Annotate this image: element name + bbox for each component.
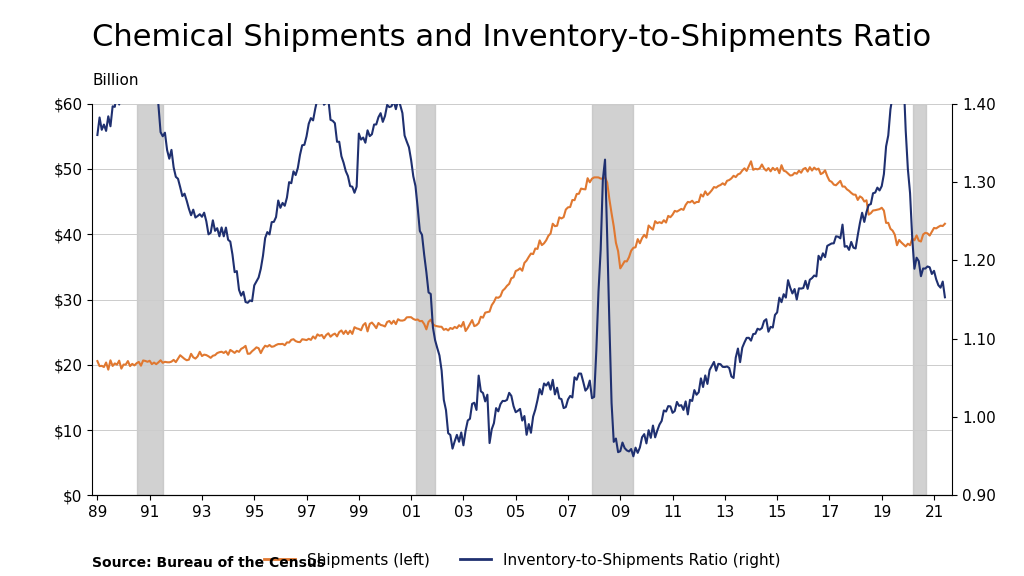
Bar — [913, 104, 926, 495]
Bar — [417, 104, 434, 495]
Legend: Shipments (left), Inventory-to-Shipments Ratio (right): Shipments (left), Inventory-to-Shipments… — [258, 547, 786, 574]
Bar — [136, 104, 163, 495]
Text: Source: Bureau of the Census: Source: Bureau of the Census — [92, 556, 326, 570]
Bar — [592, 104, 634, 495]
Text: Billion: Billion — [92, 73, 138, 88]
Text: Chemical Shipments and Inventory-to-Shipments Ratio: Chemical Shipments and Inventory-to-Ship… — [92, 23, 931, 52]
